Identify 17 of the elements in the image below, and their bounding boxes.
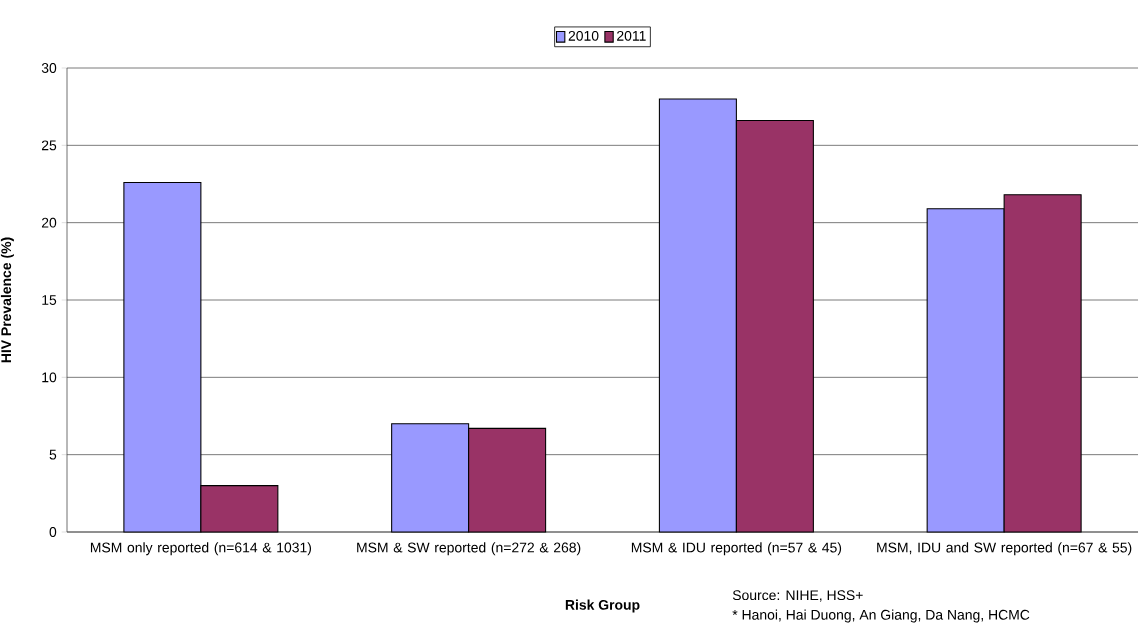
y-tick-label: 30 xyxy=(41,63,57,73)
text: * Hanoi, Hai Duong, An Giang, Da Nang, HCMC xyxy=(732,609,1030,623)
legend-label: 2010 xyxy=(568,30,599,41)
x-axis-title: Risk Group xyxy=(565,599,640,613)
y-tick-label: 20 xyxy=(41,217,57,228)
y-tick-label: 10 xyxy=(42,372,57,383)
y-tick-label: 25 xyxy=(41,140,57,151)
y-axis-title: HIV Prevalence (%) xyxy=(0,237,14,363)
x-tick-label: MSM, IDU and SW reported (n=67 & 55) xyxy=(877,542,1132,556)
source-note: Source: NIHE, HSS+ xyxy=(732,590,863,602)
legend-label: 2011 xyxy=(617,30,646,41)
x-tick-label: MSM & SW reported (n=272 & 268) xyxy=(357,542,581,556)
y-tick-label: 0 xyxy=(49,527,57,537)
x-tick-label: MSM & IDU reported (n=57 & 45) xyxy=(631,542,842,556)
x-tick-label: MSM only reported (n=614 & 1031) xyxy=(90,542,312,556)
y-tick-label: 5 xyxy=(49,449,57,460)
y-tick-label: 15 xyxy=(42,295,57,305)
